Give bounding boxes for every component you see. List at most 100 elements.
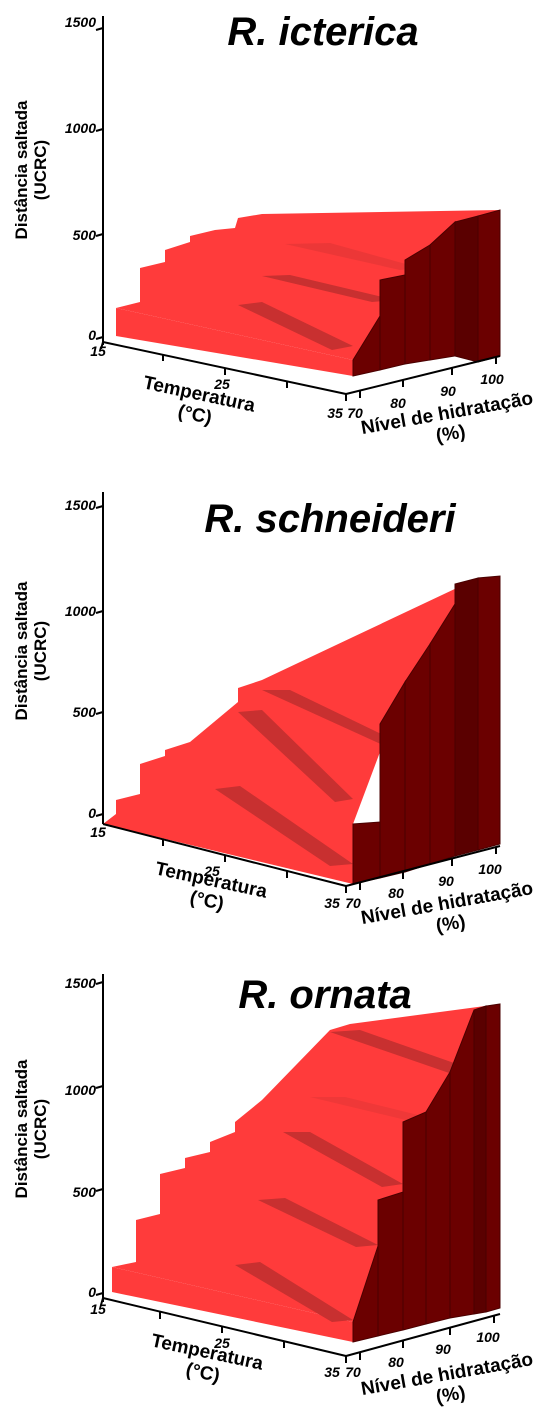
temperature-axis-label: Temperatura (°C) — [149, 1331, 265, 1387]
surface-side-step — [485, 1003, 501, 1313]
z-tick-mark — [95, 505, 104, 509]
surface-side-step — [379, 680, 406, 879]
x-tick-label: 25 — [203, 863, 220, 879]
z-axis-label: Distância saltada (UCRC) — [12, 1059, 50, 1198]
z-tick-mark — [95, 1085, 104, 1089]
surface-side-step — [477, 209, 501, 363]
z-tick-mark — [95, 336, 104, 340]
z-tick-label: 0 — [88, 1284, 96, 1300]
surface-side-step — [352, 821, 381, 885]
z-tick-mark — [95, 1188, 104, 1192]
z-axis-label: Distância saltada (UCRC) — [12, 100, 50, 239]
y-tick-label: 80 — [390, 395, 406, 411]
surface-side-step — [377, 1191, 404, 1337]
hydration-axis — [345, 845, 501, 887]
surface-side-step — [429, 602, 456, 865]
z-axis-label-line1: Distância saltada — [12, 581, 31, 720]
hydration-axis-label-line2: (%) — [434, 1382, 467, 1408]
hydration-axis-label-line2: (%) — [434, 911, 467, 937]
z-axis-label-line2: (UCRC) — [31, 1099, 50, 1159]
surface-band — [215, 786, 353, 866]
surface-band — [310, 1097, 426, 1120]
surface — [116, 209, 501, 377]
y-tick-label: 80 — [388, 1354, 404, 1370]
x-tick-label: 25 — [213, 1335, 230, 1351]
surface — [112, 1003, 501, 1343]
y-tick-label: 90 — [438, 873, 454, 889]
z-axis-label-line2: (UCRC) — [31, 140, 50, 200]
surface-side-step — [473, 1005, 487, 1315]
z-tick-label: 1000 — [65, 1082, 96, 1098]
surface-front-face — [116, 308, 353, 376]
y-tick-label: 100 — [478, 861, 502, 877]
z-axis-label-line1: Distância saltada — [12, 100, 31, 239]
chart-title: R. icterica — [227, 10, 418, 54]
surface-side-step — [404, 642, 431, 873]
z-tick-mark — [95, 1292, 104, 1296]
temperature-axis — [102, 1297, 347, 1357]
hydration-axis-label-line2: (%) — [434, 421, 467, 447]
z-tick-mark — [95, 813, 104, 817]
x-tick-mark — [100, 1297, 104, 1306]
chart-title: R. ornata — [238, 973, 411, 1017]
x-tick-label: 15 — [90, 1301, 106, 1317]
surface-side-step — [402, 1111, 427, 1331]
surface-band — [238, 710, 353, 802]
z-axis-label-line2: (UCRC) — [31, 621, 50, 681]
z-tick-mark — [95, 711, 104, 715]
surface-band — [258, 1198, 378, 1247]
z-tick-label: 500 — [73, 704, 97, 720]
y-tick-label: 100 — [480, 371, 504, 387]
hydration-axis — [345, 1313, 501, 1357]
surface-side-step — [379, 274, 406, 371]
z-tick-mark — [95, 610, 104, 614]
z-tick-label: 1000 — [65, 120, 96, 136]
surface-side-step — [454, 577, 479, 857]
surface-band — [283, 1132, 403, 1187]
surface-band — [262, 690, 402, 746]
z-tick-label: 1500 — [65, 975, 96, 991]
x-tick-label: 15 — [90, 343, 106, 359]
y-tick-label: 70 — [345, 1364, 361, 1380]
hydration-axis-label: Nível de hidratação (%) — [359, 1349, 534, 1408]
z-tick-label: 1500 — [65, 14, 96, 30]
x-tick-label: 35 — [327, 405, 343, 421]
y-tick-label: 70 — [345, 895, 361, 911]
surface-band — [285, 243, 420, 270]
chart-title: R. schneideri — [204, 497, 456, 541]
z-tick-mark — [95, 27, 104, 31]
x-tick-label: 25 — [213, 376, 230, 392]
y-tick-label: 100 — [476, 1329, 500, 1345]
x-tick-mark — [100, 341, 104, 350]
z-tick-label: 1500 — [65, 497, 96, 513]
z-tick-label: 0 — [88, 327, 96, 343]
hydration-axis — [345, 355, 501, 395]
z-tick-label: 500 — [73, 1184, 97, 1200]
x-tick-label: 35 — [324, 1364, 340, 1380]
surface — [103, 575, 501, 885]
panel-icterica: R. icterica 1500 1000 500 0 Distância sa… — [12, 10, 535, 447]
surface-side-step — [404, 244, 431, 365]
y-tick-label: 90 — [435, 1341, 451, 1357]
surface-band — [238, 302, 353, 350]
y-tick-label: 80 — [388, 885, 404, 901]
x-tick-label: 15 — [90, 824, 106, 840]
surface-side-step — [477, 575, 501, 851]
z-tick-label: 1000 — [65, 603, 96, 619]
panel-ornata: R. ornata 1500 1000 500 0 Distância salt… — [12, 973, 535, 1408]
z-tick-mark — [95, 128, 104, 132]
surface-front-face — [112, 1267, 353, 1342]
surface-band — [235, 1262, 353, 1322]
z-axis-label-line1: Distância saltada — [12, 1059, 31, 1198]
surface-side-step — [425, 1070, 451, 1325]
x-tick-label: 35 — [324, 895, 340, 911]
surface-band — [262, 275, 395, 302]
z-tick-label: 0 — [88, 805, 96, 821]
panel-schneideri: R. schneideri 1500 1000 500 0 Distância … — [12, 492, 535, 937]
z-tick-mark — [95, 233, 104, 237]
surface-band — [330, 1030, 474, 1074]
surface-side-step — [429, 220, 456, 361]
z-tick-mark — [95, 981, 104, 985]
y-tick-label: 90 — [440, 383, 456, 399]
